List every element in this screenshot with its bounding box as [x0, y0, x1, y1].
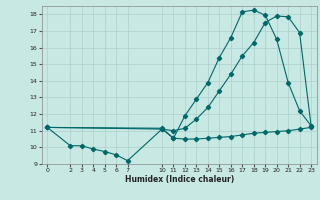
X-axis label: Humidex (Indice chaleur): Humidex (Indice chaleur): [124, 175, 234, 184]
